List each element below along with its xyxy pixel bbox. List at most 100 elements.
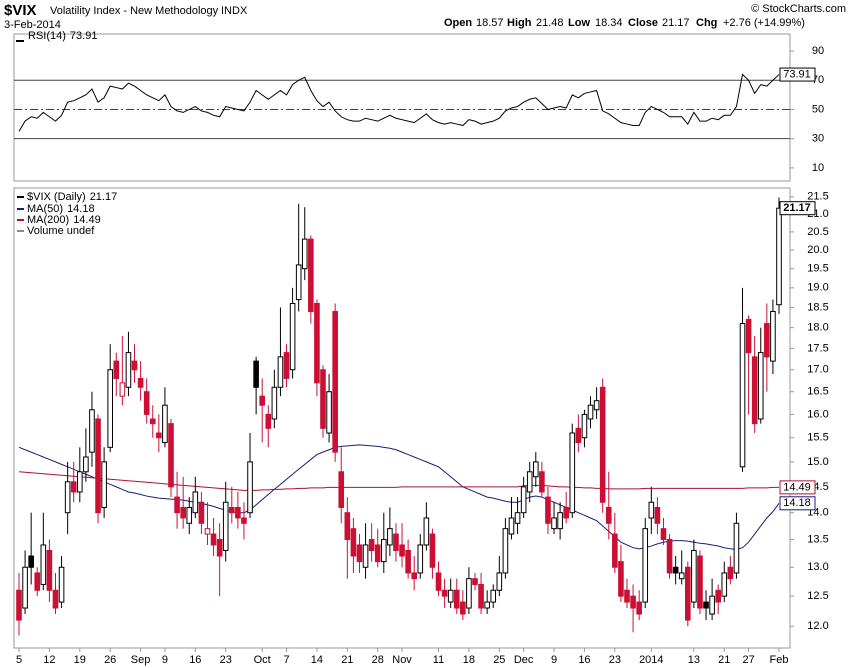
y-tick-label: 20.5 xyxy=(807,226,828,238)
candle-body xyxy=(423,517,430,546)
candle-body xyxy=(210,533,217,546)
candle-body xyxy=(235,506,241,519)
candle-body xyxy=(472,578,478,585)
candle-body xyxy=(101,461,107,508)
candle-body xyxy=(715,589,722,603)
y-tick-label: 15.0 xyxy=(807,456,828,468)
candle-body xyxy=(417,544,424,574)
candle-body xyxy=(186,506,193,524)
candle-body xyxy=(180,506,186,519)
candle-body xyxy=(52,589,59,609)
candle-body xyxy=(374,544,381,563)
candle-body xyxy=(453,589,460,609)
rsi-line xyxy=(18,73,780,132)
legend-value: 14.18 xyxy=(67,203,95,215)
candle-body xyxy=(502,528,509,574)
candle-body xyxy=(198,501,205,524)
value-tag: 21.17 xyxy=(783,202,811,214)
candle-body xyxy=(113,360,120,379)
candle-body xyxy=(672,566,679,574)
y-tick-label: 13.5 xyxy=(807,533,828,545)
legend-value: 73.91 xyxy=(70,30,98,42)
candle-body xyxy=(247,461,253,514)
candle-body xyxy=(727,566,734,580)
candle-body xyxy=(83,456,89,473)
candle-body xyxy=(216,538,223,557)
y-tick-label: 16.5 xyxy=(807,386,828,398)
candle-body xyxy=(557,512,563,530)
candle-body xyxy=(551,517,557,530)
candle-body xyxy=(648,501,655,519)
candle-body xyxy=(350,528,357,557)
candle-body xyxy=(320,369,326,429)
x-tick-label: 13 xyxy=(688,654,700,666)
candle-body xyxy=(587,404,594,420)
candle-body xyxy=(277,356,284,388)
security-name: Volatility Index - New Methodology xyxy=(50,5,219,17)
candle-body xyxy=(545,496,551,524)
candle-body xyxy=(484,601,490,609)
candle-body xyxy=(581,413,588,439)
x-tick-label: Feb xyxy=(770,654,789,666)
candle-body xyxy=(332,310,338,453)
candle-body xyxy=(253,360,259,388)
legend-label: $VIX (Daily) xyxy=(27,191,86,203)
change-value: +2.76 (+14.99%) xyxy=(723,17,805,29)
candle-body xyxy=(739,323,746,468)
candle-body xyxy=(539,471,545,493)
candle-body xyxy=(429,533,436,568)
x-tick-label: 23 xyxy=(609,654,621,666)
candle-body xyxy=(666,538,673,574)
legend-value: 21.17 xyxy=(90,191,118,203)
candle-body xyxy=(368,538,375,551)
candle-body xyxy=(356,544,363,563)
candle-body xyxy=(721,572,728,597)
candle-body xyxy=(119,382,126,397)
y-tick-label: 19.0 xyxy=(807,282,828,294)
candle-body xyxy=(16,589,22,621)
candle-body xyxy=(222,501,229,551)
y-tick-label: 10 xyxy=(812,162,824,174)
legend-label: MA(200) xyxy=(27,214,69,226)
candle-body xyxy=(599,386,606,503)
candle-body xyxy=(95,418,101,514)
value-tag: 73.91 xyxy=(783,68,811,80)
candle-body xyxy=(733,522,740,574)
legend-label: MA(50) xyxy=(27,203,63,215)
candle-body xyxy=(447,589,454,603)
candle-body xyxy=(259,395,265,406)
y-tick-label: 20.0 xyxy=(807,244,828,256)
x-tick-label: 21 xyxy=(341,654,353,666)
candle-body xyxy=(174,496,180,514)
candle-body xyxy=(514,512,521,524)
y-tick-label: 50 xyxy=(812,103,824,115)
change-label: Chg xyxy=(696,17,717,29)
symbol: $VIX xyxy=(4,2,37,19)
candle-body xyxy=(64,481,71,514)
candle-body xyxy=(411,572,417,580)
candle-body xyxy=(271,386,278,420)
value-tag-box xyxy=(779,480,816,495)
y-tick-label: 15.5 xyxy=(807,432,828,444)
candle-body xyxy=(131,360,138,371)
x-tick-label: 19 xyxy=(74,654,86,666)
x-tick-label: Nov xyxy=(392,654,412,666)
x-tick-label: 7 xyxy=(283,654,289,666)
x-tick-label: Oct xyxy=(254,654,271,666)
x-tick-label: 26 xyxy=(104,654,116,666)
candle-body xyxy=(362,544,369,568)
x-tick-label: 12 xyxy=(43,654,55,666)
candle-body xyxy=(399,544,405,557)
candle-body xyxy=(125,352,132,388)
y-tick-label: 12.0 xyxy=(807,620,828,632)
candle-body xyxy=(508,517,515,535)
candle-body xyxy=(593,400,600,411)
x-tick-label: 16 xyxy=(578,654,590,666)
candle-body xyxy=(435,572,442,591)
candle-body xyxy=(229,506,235,514)
candle-body xyxy=(642,528,649,603)
candle-body xyxy=(204,528,211,535)
candle-body xyxy=(745,319,752,354)
